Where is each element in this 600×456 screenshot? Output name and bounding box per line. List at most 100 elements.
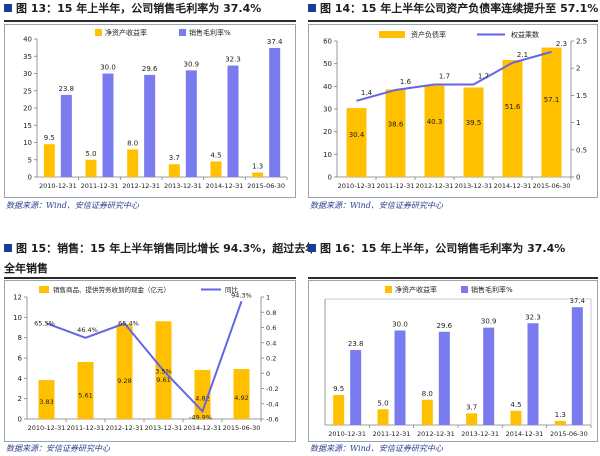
y-tick-label: 0 [18,416,22,424]
bar-gold [346,108,367,177]
bar-purple [571,307,583,425]
y-tick-label: 30 [23,70,32,78]
fig15-title: 图 15：销售：15 年上半年销售同比增长 94.3%，超过去年 [4,242,316,256]
bar-gold [424,85,445,177]
bar-gold [333,395,345,425]
title-square-icon [4,244,12,252]
data-label: 5.0 [377,399,388,407]
bar-purple [227,65,239,177]
legend-label: 销售毛利率% [471,285,513,294]
y2-tick-label: 0.4 [266,339,276,347]
data-label: 3.83 [39,398,53,406]
line-label: 1.4 [361,89,373,97]
data-label: 57.1 [544,96,560,104]
y-tick-label: 0 [328,174,332,182]
legend-swatch-bar [379,31,405,38]
y2-tick-label: 0 [266,370,270,378]
data-label: 37.4 [570,297,586,305]
legend-swatch [95,29,102,36]
x-tick-label: 2011-12-31 [377,182,415,190]
fig13-chart-box: 0 5 10 15 20 25 30 35 40 净资产收益率 销售毛利率% 9.5 23.8 2010-… [4,24,296,198]
y-tick-label: 8 [18,334,22,342]
y-tick-label: 12 [13,294,22,302]
bar-gold [77,361,94,419]
bar-gold [116,324,133,419]
line-label: 1.7 [478,73,489,81]
data-label: 29.6 [437,322,453,330]
bar-gold [466,413,478,425]
series-line-yoy [46,301,243,414]
x-tick-label: 2010-12-31 [338,182,376,190]
line-label: 94.3% [231,291,252,299]
line-label: 2.1 [517,51,528,59]
x-tick-label: 2013-12-31 [145,424,183,432]
y-tick-label: 35 [23,53,32,61]
x-tick-label: 2014-12-31 [206,182,244,190]
legend-label: 权益乘数 [511,30,539,39]
x-tick-label: 2011-12-31 [81,182,119,190]
y2-tick-label: -0.2 [266,385,279,393]
panel-fig13: 图 13：15 年上半年，公司销售毛利率为 37.4% 0 5 10 15 20 25 30… [0,0,296,214]
fig13-title-rule [4,20,296,22]
legend-swatch [461,286,468,293]
data-label: 9.5 [333,385,344,393]
y2-tick-label: -0.4 [266,400,279,408]
y-tick-label: 20 [23,105,32,113]
panel-fig16: 图 16：15 年上半年，公司销售毛利率为 37.4% 净资产收益率 销售毛利率%… [304,240,600,456]
x-tick-label: 2010-12-31 [39,182,77,190]
y-tick-label: 6 [18,355,23,363]
data-label: 23.8 [348,340,364,348]
bar-gold [168,164,180,177]
fig14-title-rule [308,20,598,22]
x-tick-label: 2013-12-31 [461,430,499,438]
legend-label: 净资产收益率 [395,285,437,294]
bar-purple [438,331,450,425]
fig16-title: 图 16：15 年上半年，公司销售毛利率为 37.4% [308,242,600,256]
data-label: 1.3 [252,163,263,171]
bar-gold [127,149,139,177]
y2-tick-label: 0.2 [266,355,276,363]
bar-purple [269,47,281,177]
line-label: -49.9% [189,413,212,421]
fig14-source: 数据来源：Wind、安信证券研究中心 [310,201,443,210]
legend-swatch [385,286,392,293]
data-label: 4.5 [210,151,221,159]
fig16-chart: 净资产收益率 销售毛利率% 9.5 23.8 2010-12-31 5.0 30.0 2011… [324,285,592,438]
bar-gold [377,409,389,425]
data-label: 30.0 [100,64,116,72]
bar-gold [210,161,222,177]
line-label: 2.3 [556,40,567,48]
y-tick-label: 40 [23,36,32,44]
data-label: 30.9 [481,318,497,326]
x-tick-label: 2011-12-31 [373,430,411,438]
y-tick-label: 5 [28,156,32,164]
y-tick-label: 15 [23,122,32,130]
fig15-title-line2: 全年销售 [4,262,48,275]
bar-purple [102,73,114,177]
y-tick-label: 30 [323,106,332,114]
y-tick-label: 0 [28,174,32,182]
x-tick-label: 2012-12-31 [122,182,160,190]
data-label: 9.5 [44,134,55,142]
bar-gold [85,159,97,177]
y-tick-label: 4 [18,375,23,383]
y-tick-label: 25 [23,87,32,95]
x-tick-label: 2015-06-30 [247,182,285,190]
data-label: 30.9 [184,60,200,68]
line-label: 1.6 [400,78,412,86]
y2-tick-label: 2 [576,65,580,73]
legend-label: 资产负债率 [411,30,446,39]
bar-purple [144,74,156,177]
title-square-icon [4,4,12,12]
fig14-chart-box: 0 10 20 30 40 50 60 0 0.5 1 1.5 2 2.5 资产负债率 权益乘数 30.4 20… [308,24,598,198]
fig14-title: 图 14：15 年上半年公司资产负债率连续提升至 57.1% [308,2,600,16]
y2-tick-label: 1 [266,294,270,302]
x-tick-label: 2013-12-31 [164,182,202,190]
y2-tick-label: 0 [576,174,580,182]
data-label: 4.92 [234,394,248,402]
title-square-icon [308,4,316,12]
line-label: 3.5% [155,368,172,376]
fig13-title: 图 13：15 年上半年，公司销售毛利率为 37.4% [4,2,296,16]
bar-gold [43,144,55,177]
x-tick-label: 2014-12-31 [494,182,532,190]
